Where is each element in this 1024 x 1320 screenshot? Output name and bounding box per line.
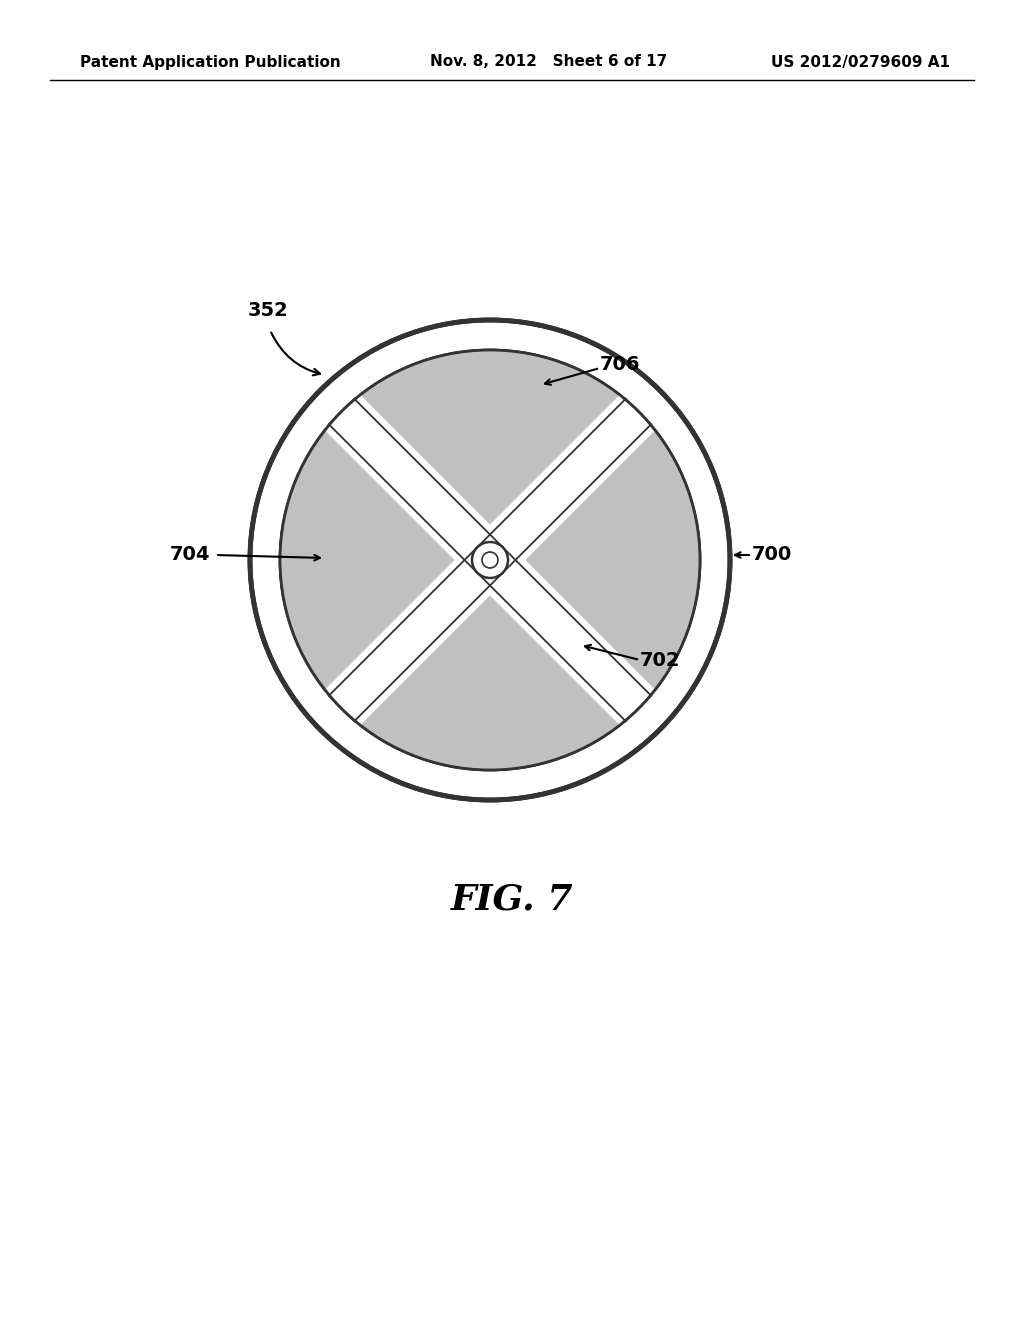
Text: 704: 704 [170, 545, 211, 565]
Text: FIG. 7: FIG. 7 [451, 883, 573, 917]
Circle shape [472, 543, 508, 578]
Text: 706: 706 [600, 355, 640, 375]
FancyArrowPatch shape [271, 333, 321, 375]
Text: Patent Application Publication: Patent Application Publication [80, 54, 341, 70]
Wedge shape [280, 425, 490, 696]
Circle shape [250, 319, 730, 800]
Text: 700: 700 [752, 545, 793, 565]
Wedge shape [354, 560, 626, 770]
Text: 702: 702 [640, 651, 681, 669]
Text: US 2012/0279609 A1: US 2012/0279609 A1 [771, 54, 950, 70]
Text: 352: 352 [248, 301, 289, 319]
Circle shape [482, 552, 498, 568]
Text: Nov. 8, 2012   Sheet 6 of 17: Nov. 8, 2012 Sheet 6 of 17 [430, 54, 668, 70]
Wedge shape [354, 350, 626, 560]
Wedge shape [490, 425, 700, 696]
Circle shape [280, 350, 700, 770]
